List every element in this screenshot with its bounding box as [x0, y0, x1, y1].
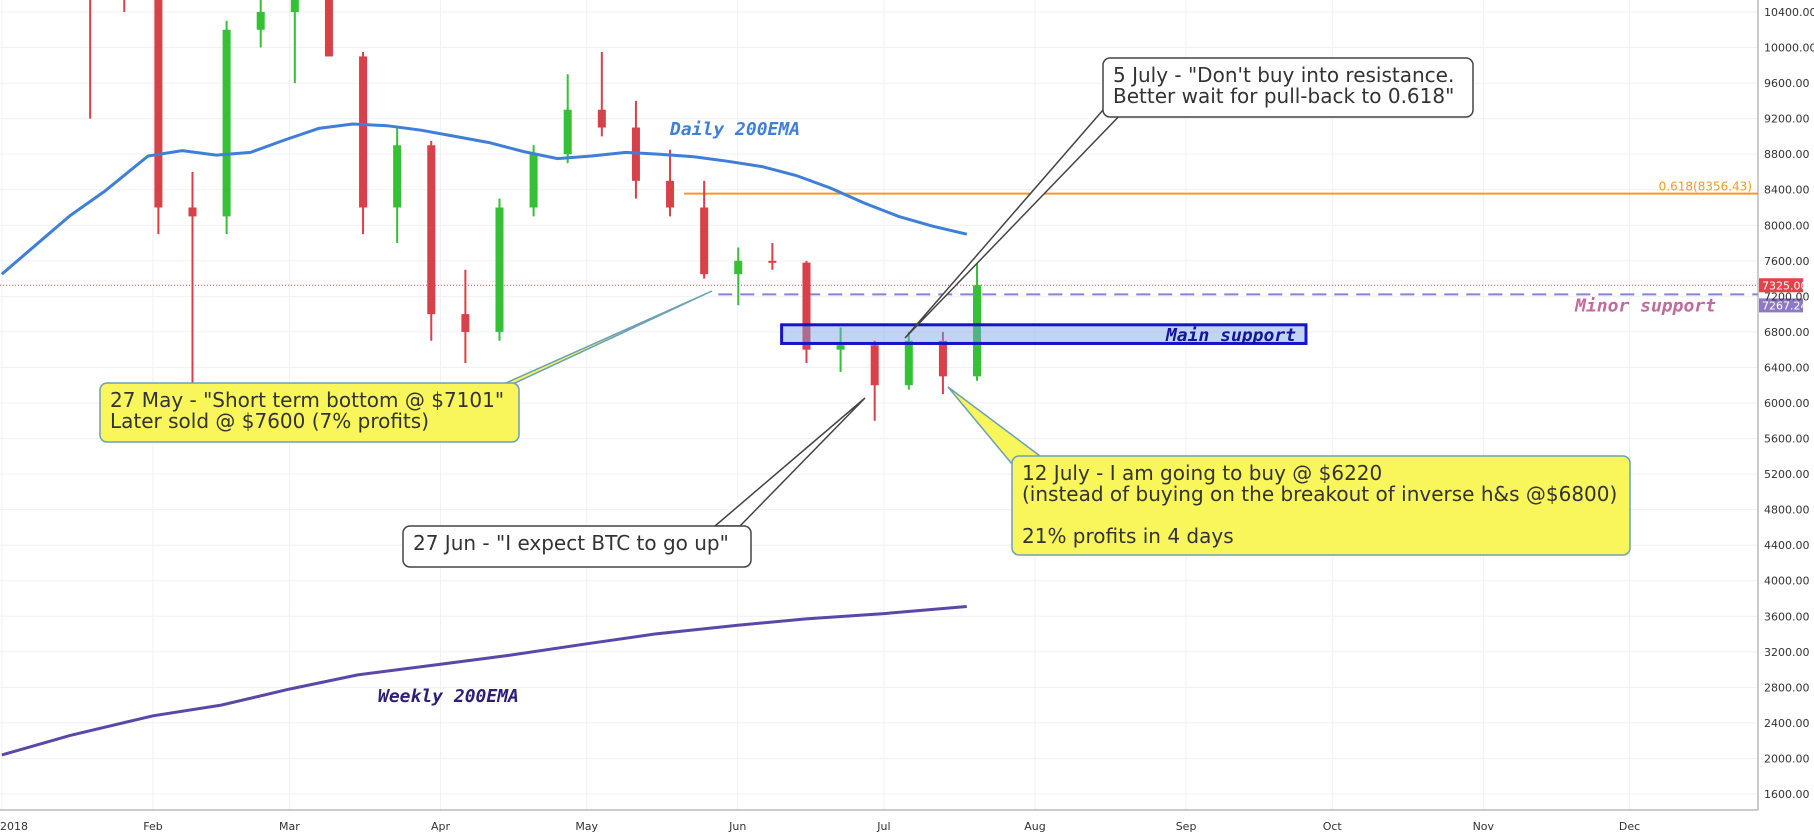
x-tick-label: Feb	[143, 820, 162, 833]
note-27-may-pointer	[499, 290, 713, 391]
note-5-july-pointer	[904, 109, 1127, 339]
last-price-line: 7325.00	[0, 278, 1808, 293]
x-tick-label: Sep	[1176, 820, 1197, 833]
y-tick-label: 10400.00	[1764, 6, 1814, 19]
y-tick-label: 10000.00	[1764, 42, 1814, 55]
y-tick-label: 1600.00	[1764, 788, 1810, 801]
main-support-label: Main support	[1165, 325, 1296, 346]
y-tick-label: 2000.00	[1764, 752, 1810, 765]
annotations: 27 May - "Short term bottom @ $7101"Late…	[99, 57, 1631, 568]
candle-body	[870, 345, 879, 386]
note-12-july-box	[1011, 455, 1631, 556]
candle-body	[700, 207, 709, 275]
note-27-may: 27 May - "Short term bottom @ $7101"Late…	[99, 290, 713, 443]
candle-body	[529, 154, 538, 208]
ema-line-0	[0, 122, 968, 276]
minor-support-line: 7267.24 Minor support	[718, 293, 1808, 316]
y-tick-label: 6800.00	[1764, 326, 1810, 339]
weekly-ema-label: Weekly 200EMA	[378, 686, 519, 707]
y-tick-label: 2400.00	[1764, 717, 1810, 730]
candle-body	[154, 0, 163, 208]
x-tick-label: Jun	[728, 820, 746, 833]
x-tick-label: Nov	[1473, 820, 1495, 833]
candle-body	[290, 0, 299, 12]
y-tick-label: 6400.00	[1764, 361, 1810, 374]
minor-support-badge	[1759, 298, 1803, 313]
note-27-may-box	[99, 382, 520, 443]
note-12-july-line: 21% profits in 4 days	[1022, 524, 1234, 548]
note-12-july: 12 July - I am going to buy @ $6220(inst…	[947, 386, 1631, 556]
last-price-badge	[1759, 278, 1803, 293]
last-price-label: 7325.00	[1762, 279, 1808, 292]
x-tick-label: May	[575, 820, 598, 833]
candle-body	[904, 340, 913, 386]
minor-support-text: Minor support	[1574, 295, 1716, 316]
x-tick-label: Oct	[1323, 820, 1343, 833]
note-27-jun-box	[402, 525, 752, 568]
candle-body	[836, 345, 845, 350]
note-27-jun: 27 Jun - "I expect BTC to go up"	[402, 397, 866, 568]
y-tick-label: 7200.00	[1764, 290, 1810, 303]
x-tick-label: Apr	[431, 820, 451, 833]
candle-body	[597, 109, 606, 128]
candle-body	[768, 260, 777, 263]
y-tick-label: 6000.00	[1764, 397, 1810, 410]
x-tick-label: Jul	[876, 820, 890, 833]
minor-support-value: 7267.24	[1762, 299, 1808, 312]
candle-body	[938, 340, 947, 377]
y-axis: 1600.00 2000.00 2400.00 2800.00 3200.00 3600.…	[1757, 0, 1814, 810]
x-tick-label: Aug	[1024, 820, 1045, 833]
main-support-zone: Main support	[780, 323, 1308, 346]
y-tick-label: 4000.00	[1764, 575, 1810, 588]
x-tick-label: 2018	[0, 820, 28, 833]
y-tick-label: 8400.00	[1764, 184, 1810, 197]
note-27-may-line: Later sold @ $7600 (7% profits)	[110, 409, 429, 433]
y-tick-label: 9200.00	[1764, 113, 1810, 126]
x-tick-label: Mar	[279, 820, 300, 833]
x-axis: 2018 Feb Mar Apr May Jun Jul Aug Sep Oct Nov Dec	[0, 809, 1758, 833]
y-tick-label: 2800.00	[1764, 681, 1810, 694]
y-tick-label: 5200.00	[1764, 468, 1810, 481]
note-5-july-line: Better wait for pull-back to 0.618"	[1113, 84, 1454, 108]
candle-body	[495, 207, 504, 332]
note-12-july-line: 12 July - I am going to buy @ $6220	[1022, 461, 1382, 485]
candle-body	[256, 12, 265, 30]
candle-body	[973, 285, 982, 377]
note-5-july-line: 5 July - "Don't buy into resistance.	[1113, 63, 1454, 87]
candle-body	[802, 262, 811, 350]
y-tick-label: 8800.00	[1764, 148, 1810, 161]
candle-body	[324, 0, 333, 57]
note-5-july: 5 July - "Don't buy into resistance.Bett…	[904, 57, 1474, 339]
y-tick-label: 3600.00	[1764, 610, 1810, 623]
y-tick-label: 9600.00	[1764, 77, 1810, 90]
y-tick-label: 3200.00	[1764, 646, 1810, 659]
candle-body	[188, 207, 197, 217]
candle-body	[359, 56, 368, 208]
note-12-july-pointer	[947, 386, 1042, 465]
candle-body	[427, 145, 436, 315]
daily-ema-label: Daily 200EMA	[669, 119, 800, 140]
candle-body	[734, 260, 743, 275]
y-tick-label: 8000.00	[1764, 219, 1810, 232]
note-5-july-box	[1102, 57, 1474, 118]
fib-0618-level: 0.618(8356.43)	[684, 180, 1758, 195]
ema-lines: Daily 200EMA Weekly 200EMA	[0, 119, 968, 757]
x-tick-label: Dec	[1619, 820, 1640, 833]
candle-body	[222, 29, 231, 217]
candles	[89, 0, 982, 421]
ema-line-1	[1, 605, 967, 757]
note-27-jun-line: 27 Jun - "I expect BTC to go up"	[413, 531, 729, 555]
candle-body	[563, 109, 572, 155]
note-12-july-line: (instead of buying on the breakout of in…	[1022, 482, 1617, 506]
candle-body	[393, 145, 402, 208]
candle-body	[666, 180, 675, 208]
fib-label: 0.618(8356.43)	[1659, 180, 1752, 194]
candle-body	[461, 314, 470, 332]
note-27-may-line: 27 May - "Short term bottom @ $7101"	[110, 388, 504, 412]
y-tick-label: 7600.00	[1764, 255, 1810, 268]
y-tick-label: 4800.00	[1764, 504, 1810, 517]
y-tick-label: 4400.00	[1764, 539, 1810, 552]
y-tick-label: 5600.00	[1764, 433, 1810, 446]
